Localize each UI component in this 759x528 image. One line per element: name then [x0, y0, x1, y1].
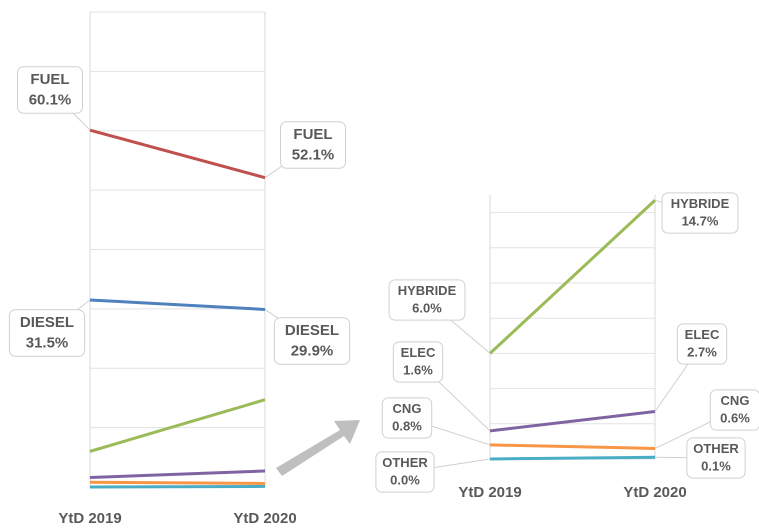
label-box — [686, 437, 746, 479]
label-name: CNG — [721, 393, 750, 408]
data-label: 0.8% — [392, 419, 422, 434]
label-box — [388, 279, 466, 321]
series-line — [89, 469, 266, 479]
label-box — [661, 192, 739, 234]
series-line — [489, 455, 656, 461]
label-name: ELEC — [401, 345, 436, 360]
data-label: 52.1% — [292, 146, 335, 163]
series-line — [488, 199, 657, 355]
data-label: 0.1% — [701, 459, 731, 474]
label-name: FUEL — [30, 71, 69, 88]
x-tick-label: YtD 2020 — [623, 484, 686, 501]
label-name: CNG — [393, 401, 422, 416]
data-label: 31.5% — [26, 334, 69, 351]
x-tick-label: YtD 2019 — [58, 510, 121, 527]
x-tick-label: YtD 2019 — [458, 484, 521, 501]
label-box — [709, 389, 759, 431]
label-name: DIESEL — [285, 322, 339, 339]
label-name: ELEC — [685, 327, 720, 342]
label-name: OTHER — [693, 441, 739, 456]
data-label: 60.1% — [29, 91, 72, 108]
arrow — [276, 420, 360, 476]
series-line — [89, 298, 266, 311]
data-label: 14.7% — [682, 214, 719, 229]
label-box — [17, 66, 83, 114]
label-name: OTHER — [382, 455, 428, 470]
data-label: 1.6% — [403, 363, 433, 378]
label-name: HYBRIDE — [398, 283, 457, 298]
data-label: 6.0% — [412, 301, 442, 316]
series-line — [89, 128, 266, 180]
label-box — [381, 397, 433, 439]
data-label: 0.0% — [390, 473, 420, 488]
label-box — [280, 121, 346, 169]
series-line — [89, 484, 266, 489]
label-box — [273, 317, 351, 365]
series-line — [89, 398, 266, 453]
label-box — [8, 309, 86, 357]
x-tick-label: YtD 2020 — [233, 510, 296, 527]
series-line — [489, 409, 656, 433]
label-box — [375, 451, 435, 493]
data-label: 0.6% — [720, 411, 750, 426]
label-name: DIESEL — [20, 314, 74, 331]
series-line — [89, 480, 266, 485]
label-box — [392, 341, 444, 383]
data-label: 29.9% — [291, 342, 334, 359]
data-label: 2.7% — [687, 345, 717, 360]
label-box — [676, 323, 728, 365]
label-name: HYBRIDE — [671, 196, 730, 211]
label-name: FUEL — [293, 126, 332, 143]
series-line — [489, 443, 656, 450]
